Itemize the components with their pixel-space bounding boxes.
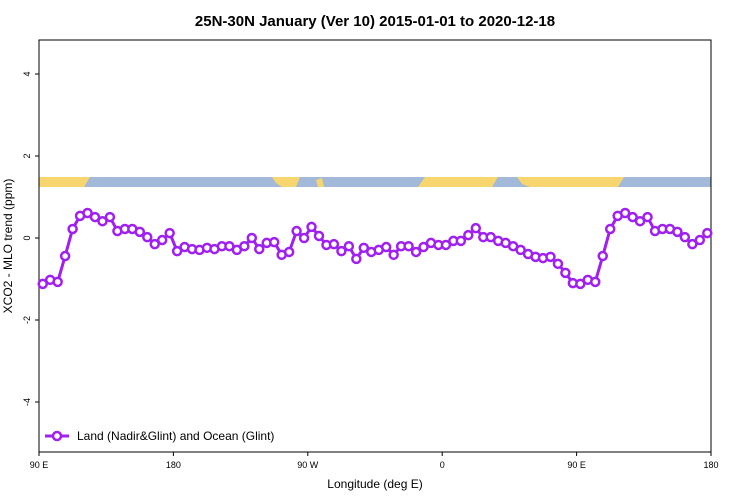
- plot-frame: [38, 39, 712, 453]
- x-tick-label: 90 W: [297, 460, 319, 470]
- data-point: [37, 278, 48, 290]
- data-point: [560, 267, 571, 279]
- y-tick-label: 4: [22, 72, 32, 77]
- x-axis-label: Longitude (deg E): [327, 477, 422, 491]
- data-point: [470, 222, 482, 234]
- data-point: [351, 253, 362, 265]
- data-point: [89, 211, 101, 223]
- chart-title: 25N-30N January (Ver 10) 2015-01-01 to 2…: [195, 13, 555, 30]
- y-tick-label: -4: [22, 398, 32, 406]
- data-point: [515, 244, 526, 256]
- y-tick-label: -2: [22, 316, 32, 324]
- data-point: [306, 221, 317, 233]
- data-point: [254, 243, 265, 255]
- data-point: [702, 227, 713, 239]
- legend-label: Land (Nadir&Glint) and Ocean (Glint): [77, 429, 274, 443]
- data-point: [358, 242, 370, 254]
- data-point: [642, 211, 653, 223]
- data-point: [418, 241, 429, 253]
- data-point: [97, 215, 108, 227]
- data-point: [604, 223, 616, 235]
- data-point: [590, 276, 601, 288]
- data-point: [575, 278, 586, 290]
- data-point: [440, 239, 452, 251]
- land-ocean-strip: [39, 177, 711, 187]
- x-tick-label: 90 E: [567, 460, 586, 470]
- data-point: [156, 234, 168, 246]
- legend-marker: [51, 430, 63, 442]
- x-tick-label: 180: [166, 460, 181, 470]
- data-point: [619, 207, 631, 219]
- data-point: [298, 232, 310, 244]
- data-point: [380, 241, 392, 253]
- data-point: [328, 238, 340, 250]
- y-tick-label: 2: [22, 154, 32, 159]
- data-point: [343, 240, 355, 252]
- data-point: [164, 227, 175, 239]
- data-point: [679, 231, 691, 243]
- data-point: [336, 245, 347, 257]
- data-point: [239, 240, 250, 252]
- data-point: [455, 235, 467, 247]
- data-point: [268, 236, 280, 248]
- data-point: [694, 234, 706, 246]
- data-point: [552, 258, 564, 270]
- data-point: [246, 232, 258, 244]
- data-point: [59, 250, 71, 262]
- data-point: [149, 238, 160, 250]
- data-point: [634, 215, 646, 227]
- data-point: [597, 250, 608, 262]
- data-point: [67, 223, 78, 235]
- data-point: [171, 245, 183, 257]
- data-point: [627, 211, 638, 223]
- x-tick-label: 180: [703, 460, 718, 470]
- y-axis-label: XCO2 - MLO trend (ppm): [1, 179, 15, 314]
- data-point: [142, 231, 153, 243]
- data-point: [463, 229, 474, 241]
- data-point: [388, 249, 399, 261]
- x-tick-label: 90 E: [30, 460, 49, 470]
- data-point: [283, 246, 295, 258]
- data-point: [313, 230, 325, 242]
- data-point: [134, 226, 146, 238]
- y-tick-label: 0: [22, 235, 32, 240]
- data-point: [545, 251, 556, 263]
- data-point: [687, 238, 698, 250]
- data-point: [104, 211, 116, 223]
- data-point: [410, 246, 422, 258]
- data-point: [672, 226, 683, 238]
- data-point: [82, 207, 93, 219]
- x-tick-label: 0: [440, 460, 445, 470]
- data-point: [52, 276, 63, 288]
- data-point: [291, 225, 302, 237]
- data-point: [403, 240, 414, 252]
